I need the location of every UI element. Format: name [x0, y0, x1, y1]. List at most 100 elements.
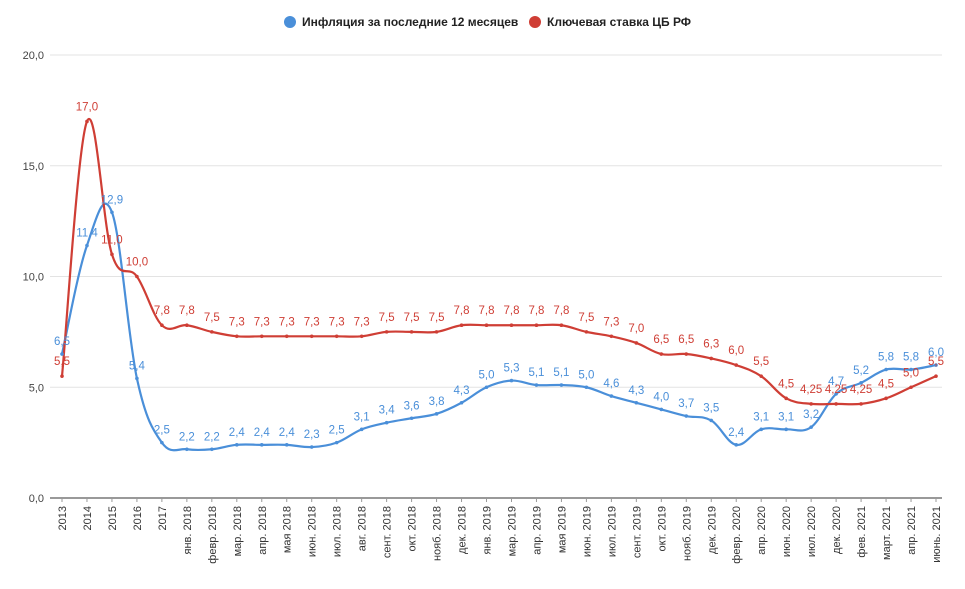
- inflation-point: [934, 363, 938, 367]
- inflation-point: [359, 427, 364, 432]
- key-rate-data-label: 4,25: [850, 384, 872, 396]
- inflation-point: [334, 440, 339, 445]
- x-tick-label: 2015: [107, 506, 119, 530]
- key-rate-data-label: 6,0: [728, 345, 744, 357]
- inflation-point: [734, 443, 739, 447]
- inflation-point: [634, 400, 639, 405]
- key-rate-data-label: 4,5: [878, 378, 894, 390]
- key-rate-data-label: 7,8: [553, 305, 569, 317]
- key-rate-point: [934, 374, 938, 378]
- inflation-data-label: 2,2: [179, 431, 195, 443]
- inflation-point: [259, 443, 264, 447]
- inflation-point: [210, 447, 214, 452]
- inflation-data-label: 3,5: [703, 402, 719, 414]
- x-tick-label: мая 2018: [282, 506, 294, 553]
- inflation-data-label: 5,1: [553, 367, 569, 379]
- key-rate-point: [659, 352, 664, 356]
- inflation-point: [909, 367, 913, 372]
- inflation-point: [459, 400, 464, 405]
- inflation-data-label: 12,9: [101, 194, 123, 206]
- inflation-point: [434, 412, 439, 416]
- key-rate-data-label: 7,5: [429, 312, 445, 324]
- x-tick-label: мар. 2019: [506, 506, 518, 556]
- x-tick-label: июн. 2019: [581, 506, 593, 557]
- inflation-point: [284, 443, 289, 447]
- inflation-data-label: 11,4: [76, 227, 98, 239]
- key-rate-point: [909, 385, 913, 390]
- x-tick-label: янв. 2019: [482, 506, 494, 554]
- x-tick-label: июл. 2020: [806, 506, 818, 557]
- x-tick-label: авг. 2018: [357, 506, 369, 551]
- key-rate-point: [634, 341, 639, 345]
- inflation-point: [809, 425, 813, 429]
- inflation-data-label: 5,8: [878, 352, 894, 364]
- x-tick-label: апр. 2021: [906, 506, 918, 555]
- x-tick-label: апр. 2019: [531, 506, 543, 555]
- inflation-data-label: 6,5: [54, 336, 70, 348]
- legend: Инфляция за последние 12 месяцев Ключева…: [284, 15, 691, 29]
- key-rate-data-label: 17,0: [76, 101, 98, 113]
- key-rate-data-label: 6,3: [703, 338, 719, 350]
- key-rate-point: [85, 119, 89, 124]
- inflation-data-label: 3,6: [404, 400, 420, 412]
- inflation-point: [509, 378, 514, 383]
- x-tick-label: 2017: [157, 506, 169, 530]
- x-tick-label: нояб. 2018: [432, 506, 444, 561]
- inflation-point: [160, 440, 164, 445]
- legend-item-inflation[interactable]: Инфляция за последние 12 месяцев: [284, 15, 518, 29]
- legend-item-key-rate[interactable]: Ключевая ставка ЦБ РФ: [529, 15, 691, 29]
- inflation-data-label: 4,6: [603, 378, 619, 390]
- y-tick-label: 15,0: [23, 161, 44, 173]
- inflation-data-label: 5,2: [853, 365, 869, 377]
- inflation-point: [559, 383, 564, 387]
- key-rate-point: [709, 356, 714, 361]
- key-rate-point: [384, 330, 389, 334]
- inflation-data-label: 2,4: [279, 427, 296, 439]
- y-axis-ticks: 0,0 5,0 10,0 15,0 20,0: [23, 50, 44, 505]
- x-tick-label: дек. 2018: [457, 506, 469, 554]
- inflation-data-label: 2,4: [254, 427, 271, 439]
- inflation-point: [759, 427, 763, 432]
- x-tick-label: мая 2019: [556, 506, 568, 553]
- inflation-point: [409, 416, 414, 421]
- key-rate-data-label: 5,0: [903, 367, 919, 379]
- key-rate-data-label: 11,0: [101, 234, 123, 246]
- key-rate-data-label: 6,5: [653, 334, 669, 346]
- key-rate-data-label: 7,3: [254, 316, 270, 328]
- inflation-point: [110, 210, 114, 215]
- inflation-point: [60, 352, 64, 356]
- series-lines: [60, 117, 938, 452]
- inflation-point: [584, 385, 589, 390]
- key-rate-data-label: 5,5: [928, 356, 944, 368]
- key-rate-point: [834, 402, 838, 406]
- inflation-data-label: 5,0: [479, 369, 495, 381]
- key-rate-data-label: 5,5: [753, 356, 769, 368]
- key-rate-point: [784, 396, 788, 401]
- inflation-point: [534, 383, 539, 387]
- key-rate-point: [684, 352, 689, 356]
- key-rate-point: [859, 402, 863, 406]
- x-tick-label: дек. 2020: [831, 506, 843, 554]
- inflation-point: [85, 243, 89, 248]
- x-tick-label: дек. 2019: [706, 506, 718, 554]
- key-rate-data-label: 7,3: [229, 316, 245, 328]
- gridlines: [50, 54, 942, 499]
- key-rate-data-label: 7,5: [379, 312, 395, 324]
- key-rate-data-label: 4,5: [778, 378, 794, 390]
- key-rate-point: [284, 334, 289, 339]
- x-tick-label: июнь. 2021: [931, 506, 943, 563]
- legend-marker-inflation: [284, 16, 296, 28]
- key-rate-data-label: 4,25: [800, 384, 822, 396]
- x-tick-label: июл. 2018: [332, 506, 344, 557]
- key-rate-point: [734, 363, 739, 367]
- inflation-data-label: 6,0: [928, 347, 944, 359]
- x-axis-ticks: 2013 2014 2015 2016 2017 янв. 2018 февр. 2018 м…: [57, 498, 943, 564]
- key-rate-data-label: 4,25: [825, 384, 847, 396]
- key-rate-data-label: 7,5: [204, 312, 220, 324]
- key-rate-point: [160, 323, 164, 328]
- x-tick-label: 2013: [57, 506, 69, 530]
- inflation-data-label: 5,0: [578, 369, 594, 381]
- legend-marker-key-rate: [529, 16, 541, 28]
- key-rate-data-label: 7,3: [304, 316, 320, 328]
- inflation-data-label: 3,1: [354, 411, 370, 423]
